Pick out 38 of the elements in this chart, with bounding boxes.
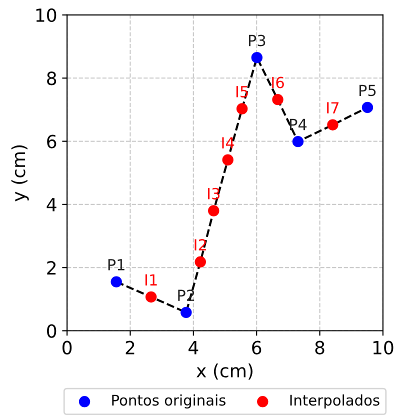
point — [180, 306, 192, 318]
point — [327, 119, 338, 130]
data-label: I1 — [145, 274, 157, 286]
point — [251, 52, 263, 64]
point — [222, 154, 234, 166]
data-label: I7 — [327, 102, 339, 114]
point — [362, 102, 374, 114]
x-axis-title: x (cm) — [196, 364, 252, 380]
point — [292, 136, 304, 148]
data-label: P3 — [248, 34, 266, 46]
data-label: P4 — [290, 118, 307, 130]
data-label: P5 — [360, 84, 376, 96]
point — [272, 94, 284, 106]
data-label: I5 — [236, 86, 248, 98]
y-axis-title: y (cm) — [11, 145, 29, 202]
data-label: P1 — [108, 259, 124, 270]
x-tick-label: 2 — [126, 340, 134, 354]
y-tick-label: 6 — [47, 134, 56, 148]
x-tick-label: 8 — [315, 340, 324, 354]
y-tick-label: 2 — [47, 261, 56, 274]
point — [110, 276, 122, 288]
x-tick-label: 4 — [188, 341, 198, 354]
point — [194, 256, 206, 268]
y-tick-label: 4 — [46, 198, 56, 212]
y-tick-label: 0 — [47, 324, 56, 338]
x-tick-label: 10 — [373, 340, 394, 354]
data-label: I6 — [272, 76, 284, 88]
point — [236, 103, 248, 114]
y-tick-label: 10 — [36, 8, 56, 22]
x-tick-label: 6 — [252, 340, 262, 354]
legend-label: Interpolados — [290, 394, 380, 409]
legend-label: Pontos originais — [112, 394, 226, 409]
x-tick-label: 0 — [62, 340, 72, 354]
data-label: I4 — [222, 137, 234, 148]
point — [208, 205, 220, 216]
point — [145, 291, 157, 303]
y-tick-label: 8 — [47, 72, 56, 86]
data-label: I3 — [208, 188, 220, 200]
